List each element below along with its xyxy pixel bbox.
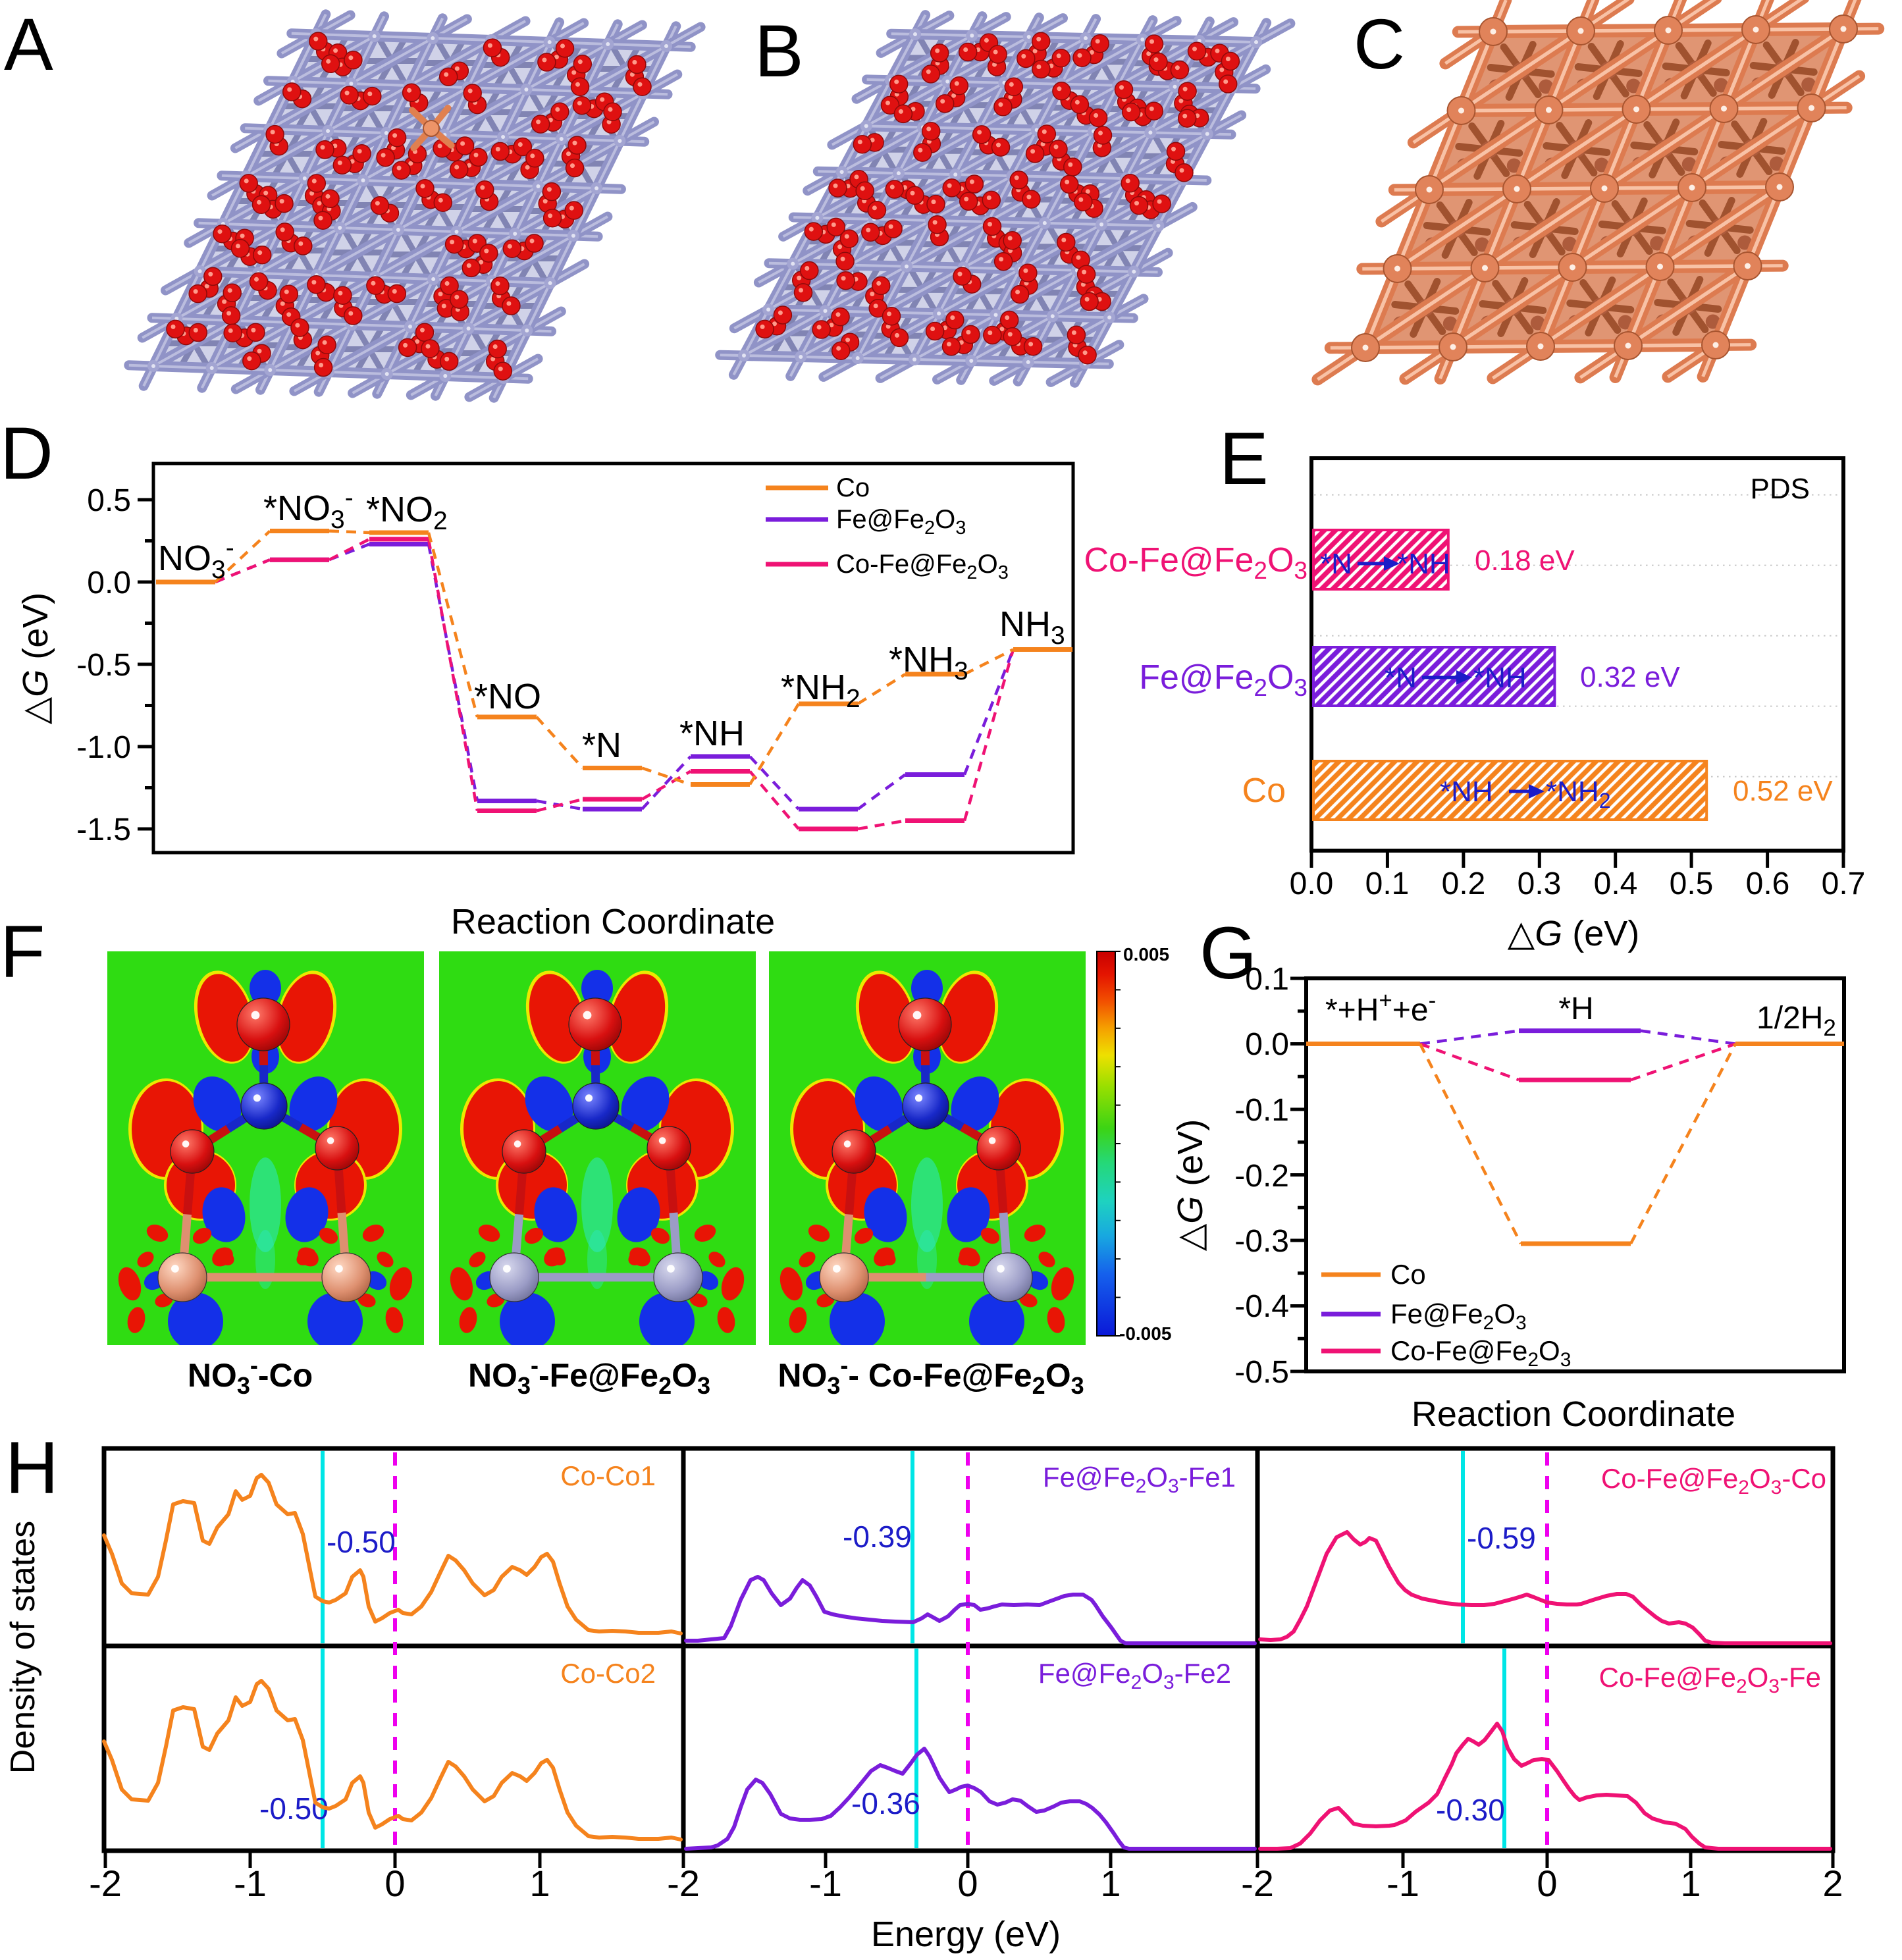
- svg-text:-0.3: -0.3: [1234, 1224, 1289, 1259]
- svg-text:*NH: *NH: [679, 714, 745, 753]
- svg-text:1: 1: [1100, 1863, 1121, 1904]
- svg-text:NO3-: NO3-: [158, 534, 234, 584]
- svg-text:Fe@Fe2O3: Fe@Fe2O3: [1390, 1298, 1527, 1334]
- svg-text:1/2H2: 1/2H2: [1757, 1001, 1836, 1041]
- svg-text:0.18 eV: 0.18 eV: [1475, 544, 1575, 577]
- svg-text:△G (eV): △G (eV): [16, 593, 55, 725]
- svg-text:-0.36: -0.36: [851, 1786, 920, 1820]
- svg-text:0.32 eV: 0.32 eV: [1580, 661, 1680, 693]
- svg-text:-0.005: -0.005: [1119, 1323, 1171, 1344]
- svg-text:*N: *N: [582, 726, 621, 765]
- svg-text:0.005: 0.005: [1123, 944, 1169, 965]
- svg-text:Fe@Fe2O3: Fe@Fe2O3: [1139, 658, 1308, 701]
- svg-text:*+H++e-: *+H++e-: [1325, 988, 1436, 1028]
- svg-text:Co-Fe@Fe2O3: Co-Fe@Fe2O3: [836, 550, 1009, 583]
- svg-text:B: B: [754, 10, 804, 92]
- svg-text:2: 2: [1822, 1863, 1843, 1904]
- svg-text:H: H: [5, 1427, 59, 1509]
- svg-text:-0.50: -0.50: [327, 1525, 396, 1559]
- svg-text:-2: -2: [667, 1863, 700, 1904]
- svg-text:*NH: *NH: [1473, 662, 1527, 694]
- svg-text:0.1: 0.1: [1365, 866, 1410, 901]
- svg-text:0: 0: [957, 1863, 978, 1904]
- svg-text:-1.5: -1.5: [76, 812, 131, 847]
- svg-text:*N: *N: [1385, 662, 1417, 694]
- svg-text:*NH2: *NH2: [781, 668, 860, 713]
- svg-text:F: F: [0, 911, 45, 993]
- svg-text:-0.59: -0.59: [1467, 1521, 1536, 1555]
- svg-text:-0.39: -0.39: [843, 1520, 912, 1554]
- svg-text:NO3--Co: NO3--Co: [188, 1352, 313, 1399]
- svg-text:*N: *N: [1320, 548, 1352, 580]
- svg-text:-1: -1: [1387, 1863, 1419, 1904]
- svg-text:Co: Co: [1242, 772, 1286, 810]
- svg-text:*NH: *NH: [1440, 776, 1493, 808]
- svg-text:NH3: NH3: [999, 604, 1065, 650]
- svg-text:0.4: 0.4: [1594, 866, 1638, 901]
- svg-text:-2: -2: [89, 1863, 122, 1904]
- svg-text:-0.5: -0.5: [76, 648, 131, 683]
- svg-text:-0.50: -0.50: [259, 1791, 329, 1826]
- svg-text:D: D: [0, 412, 53, 494]
- svg-text:0.2: 0.2: [1442, 866, 1486, 901]
- svg-text:Co-Fe@Fe2O3: Co-Fe@Fe2O3: [1084, 541, 1308, 584]
- svg-text:PDS: PDS: [1751, 473, 1810, 505]
- svg-text:*H: *H: [1558, 992, 1593, 1026]
- svg-text:0.1: 0.1: [1245, 962, 1289, 997]
- svg-text:0.0: 0.0: [87, 566, 131, 600]
- svg-text:-1: -1: [809, 1863, 842, 1904]
- svg-text:Co-Fe@Fe2O3-Fe: Co-Fe@Fe2O3-Fe: [1599, 1662, 1821, 1697]
- svg-text:0: 0: [1537, 1863, 1557, 1904]
- svg-text:Co: Co: [836, 473, 870, 502]
- svg-text:1: 1: [529, 1863, 550, 1904]
- svg-text:0.3: 0.3: [1518, 866, 1562, 901]
- svg-text:Fe@Fe2O3-Fe2: Fe@Fe2O3-Fe2: [1038, 1658, 1231, 1693]
- svg-text:-2: -2: [1241, 1863, 1274, 1904]
- svg-text:*NH: *NH: [1397, 548, 1450, 580]
- svg-text:-0.5: -0.5: [1234, 1355, 1289, 1390]
- svg-text:A: A: [4, 3, 53, 86]
- svg-text:*NO: *NO: [474, 677, 541, 716]
- svg-text:1: 1: [1680, 1863, 1701, 1904]
- svg-text:E: E: [1219, 417, 1269, 500]
- svg-text:0.5: 0.5: [1670, 866, 1714, 901]
- svg-text:Co-Fe@Fe2O3-Co: Co-Fe@Fe2O3-Co: [1601, 1463, 1826, 1498]
- svg-text:*NO2: *NO2: [366, 490, 448, 535]
- svg-text:C: C: [1354, 4, 1405, 84]
- svg-text:NO3--Fe@Fe2O3: NO3--Fe@Fe2O3: [468, 1352, 710, 1399]
- svg-text:0: 0: [384, 1863, 405, 1904]
- svg-text:G: G: [1200, 912, 1257, 994]
- svg-text:0.0: 0.0: [1290, 866, 1334, 901]
- svg-text:0.6: 0.6: [1746, 866, 1790, 901]
- svg-text:Co-Co2: Co-Co2: [560, 1658, 656, 1689]
- svg-text:Fe@Fe2O3: Fe@Fe2O3: [836, 505, 966, 539]
- svg-text:△G (eV): △G (eV): [1171, 1119, 1210, 1252]
- svg-text:Energy (eV): Energy (eV): [871, 1915, 1061, 1954]
- svg-text:0.52 eV: 0.52 eV: [1733, 775, 1833, 807]
- svg-text:Fe@Fe2O3-Fe1: Fe@Fe2O3-Fe1: [1043, 1462, 1236, 1497]
- svg-text:*NO3-: *NO3-: [263, 484, 354, 534]
- svg-text:-0.2: -0.2: [1234, 1159, 1289, 1194]
- svg-text:0.5: 0.5: [87, 483, 131, 518]
- svg-text:Reaction Coordinate: Reaction Coordinate: [1412, 1394, 1735, 1434]
- svg-text:-1.0: -1.0: [76, 730, 131, 765]
- svg-text:Co-Fe@Fe2O3: Co-Fe@Fe2O3: [1390, 1335, 1571, 1371]
- svg-text:NO3-- Co-Fe@Fe2O3: NO3-- Co-Fe@Fe2O3: [778, 1352, 1084, 1399]
- svg-text:0.7: 0.7: [1822, 866, 1866, 901]
- svg-text:-0.4: -0.4: [1234, 1289, 1289, 1324]
- svg-text:-0.30: -0.30: [1436, 1793, 1505, 1827]
- svg-text:*NH2: *NH2: [1546, 776, 1610, 812]
- svg-text:-1: -1: [234, 1863, 267, 1904]
- svg-text:Co: Co: [1390, 1259, 1426, 1290]
- svg-text:Reaction Coordinate: Reaction Coordinate: [451, 902, 775, 941]
- svg-text:Density of states: Density of states: [4, 1521, 42, 1774]
- svg-text:0.0: 0.0: [1245, 1027, 1289, 1062]
- svg-text:*NH3: *NH3: [889, 640, 968, 685]
- svg-text:△G (eV): △G (eV): [1508, 914, 1640, 953]
- svg-text:Co-Co1: Co-Co1: [560, 1460, 656, 1491]
- svg-text:-0.1: -0.1: [1234, 1093, 1289, 1128]
